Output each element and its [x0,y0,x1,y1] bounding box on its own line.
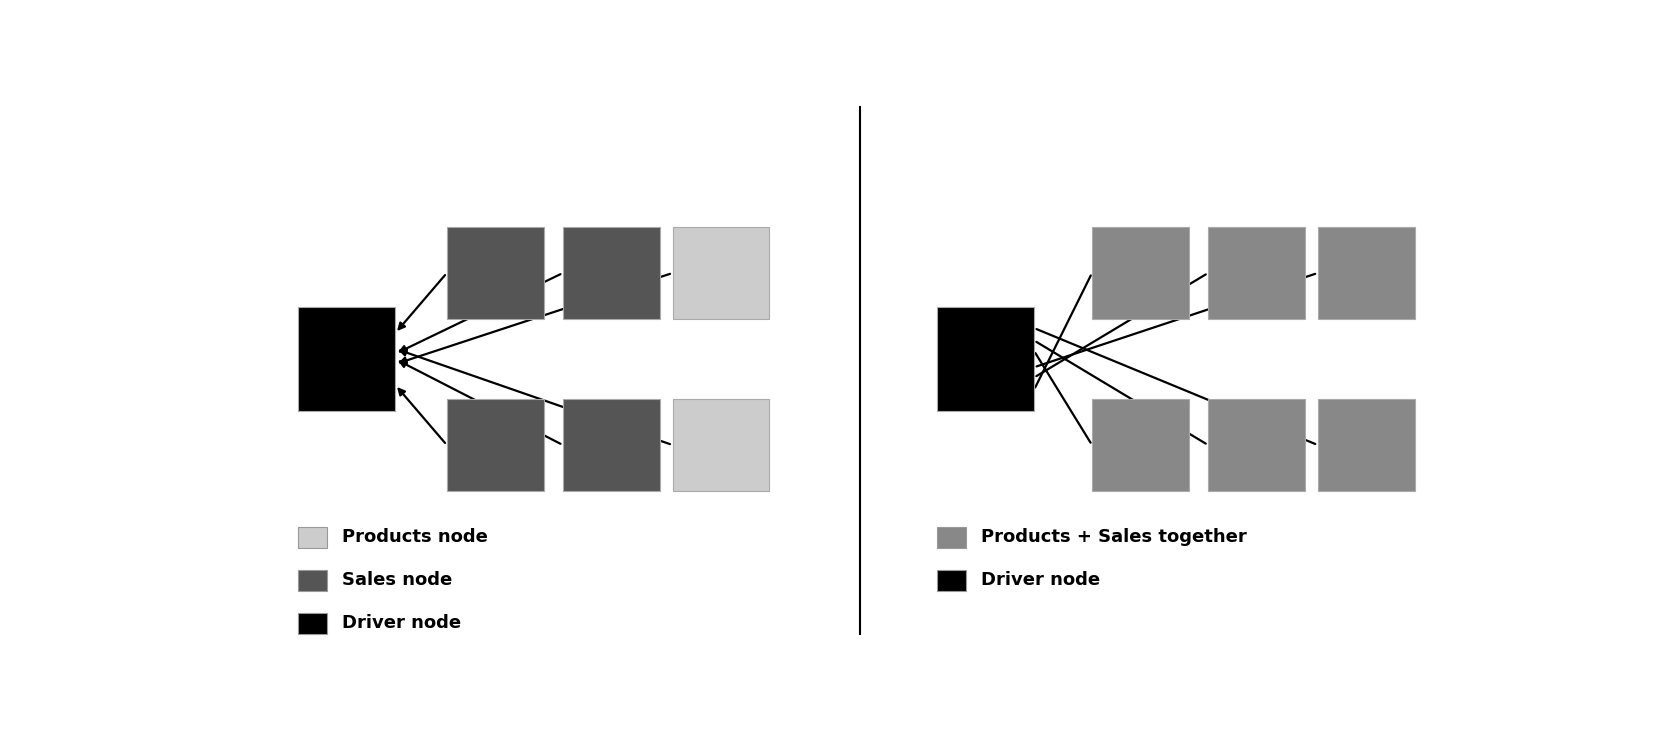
FancyBboxPatch shape [1092,227,1188,319]
FancyBboxPatch shape [298,569,326,592]
FancyBboxPatch shape [446,399,542,491]
Text: Driver node: Driver node [980,571,1100,589]
Text: Products + Sales together: Products + Sales together [980,528,1246,546]
FancyBboxPatch shape [446,227,542,319]
FancyBboxPatch shape [298,308,394,410]
FancyBboxPatch shape [1208,399,1305,491]
FancyBboxPatch shape [937,308,1033,410]
Text: Driver node: Driver node [343,615,461,633]
FancyBboxPatch shape [562,227,659,319]
FancyBboxPatch shape [1092,399,1188,491]
FancyBboxPatch shape [672,227,769,319]
FancyBboxPatch shape [937,527,965,548]
FancyBboxPatch shape [1208,227,1305,319]
FancyBboxPatch shape [937,569,965,592]
FancyBboxPatch shape [1318,227,1414,319]
FancyBboxPatch shape [298,527,326,548]
FancyBboxPatch shape [1318,399,1414,491]
Text: Products node: Products node [343,528,488,546]
FancyBboxPatch shape [672,399,769,491]
FancyBboxPatch shape [562,399,659,491]
Text: Sales node: Sales node [343,571,453,589]
FancyBboxPatch shape [298,612,326,635]
